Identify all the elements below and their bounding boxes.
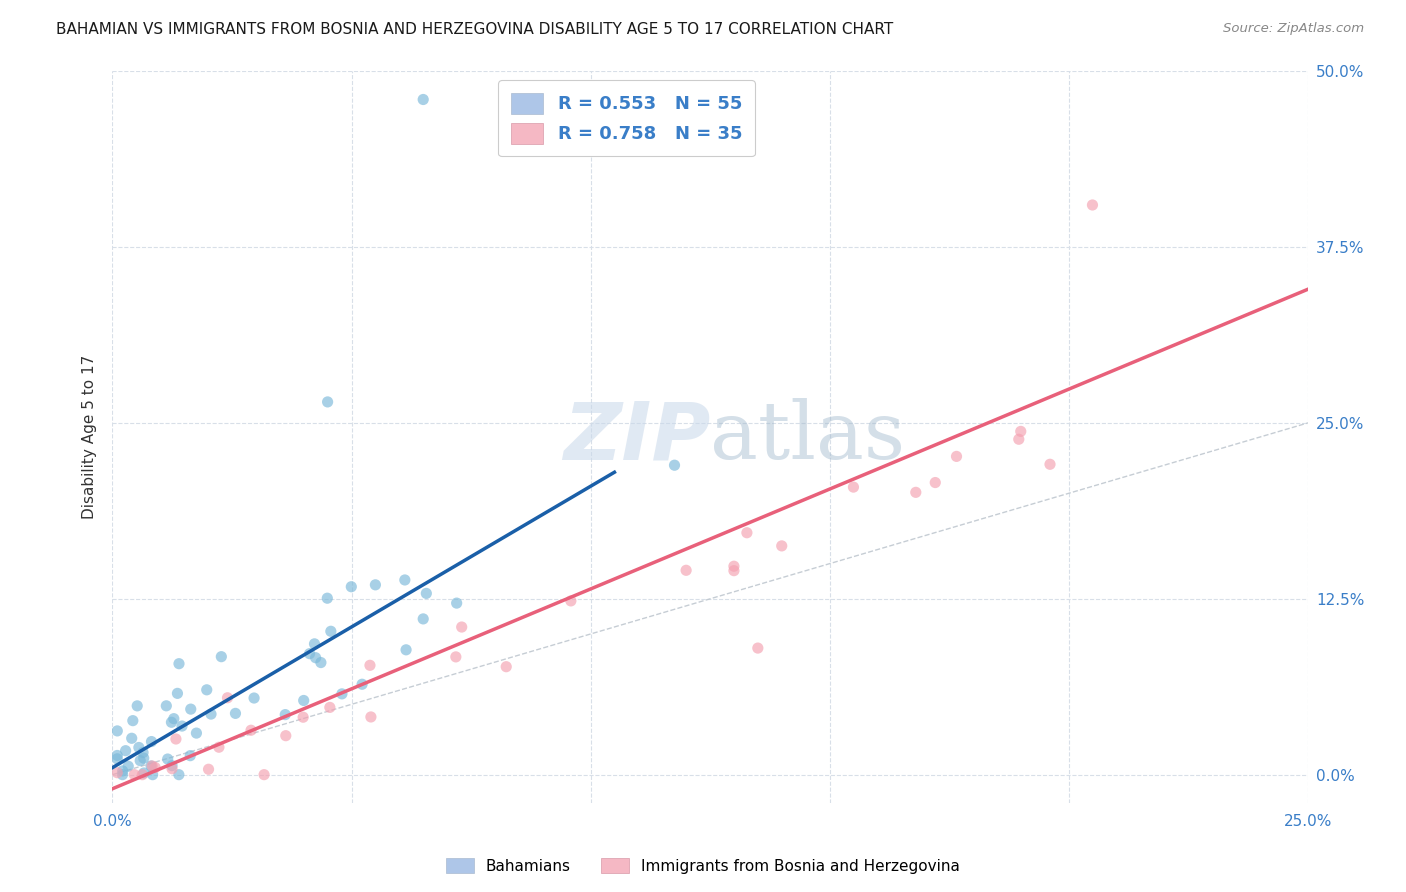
Point xyxy=(167,657,190,671)
Point xyxy=(131,767,153,781)
Point xyxy=(770,539,793,553)
Point xyxy=(1039,457,1062,471)
Point xyxy=(142,767,165,781)
Point xyxy=(304,637,326,651)
Point xyxy=(105,765,128,780)
Text: atlas: atlas xyxy=(710,398,905,476)
Point xyxy=(274,729,297,743)
Point xyxy=(155,698,177,713)
Point xyxy=(160,715,183,730)
Point xyxy=(180,702,202,716)
Point xyxy=(340,580,363,594)
Point xyxy=(160,762,183,776)
Text: BAHAMIAN VS IMMIGRANTS FROM BOSNIA AND HERZEGOVINA DISABILITY AGE 5 TO 17 CORREL: BAHAMIAN VS IMMIGRANTS FROM BOSNIA AND H… xyxy=(56,22,893,37)
Legend: R = 0.553   N = 55, R = 0.758   N = 35: R = 0.553 N = 55, R = 0.758 N = 35 xyxy=(498,80,755,156)
Point xyxy=(141,759,163,773)
Point xyxy=(163,712,186,726)
Point xyxy=(723,564,745,578)
Point xyxy=(105,748,128,763)
Point xyxy=(160,758,183,772)
Point xyxy=(165,731,187,746)
Point xyxy=(352,677,374,691)
Point xyxy=(139,759,162,773)
Point xyxy=(132,746,155,760)
Point xyxy=(129,754,152,768)
Point xyxy=(253,767,276,781)
Point xyxy=(292,710,315,724)
Y-axis label: Disability Age 5 to 17: Disability Age 5 to 17 xyxy=(82,355,97,519)
Point xyxy=(1008,432,1031,446)
Point xyxy=(415,586,437,600)
Point xyxy=(360,710,382,724)
Point xyxy=(114,744,136,758)
Point xyxy=(495,659,517,673)
Point xyxy=(197,762,219,776)
Point xyxy=(1081,198,1104,212)
Text: Source: ZipAtlas.com: Source: ZipAtlas.com xyxy=(1223,22,1364,36)
Point xyxy=(117,759,139,773)
Point xyxy=(316,591,339,606)
Point xyxy=(156,752,179,766)
Point xyxy=(319,700,342,714)
Point xyxy=(394,573,416,587)
Point xyxy=(359,658,381,673)
Point xyxy=(224,706,246,721)
Point xyxy=(186,726,208,740)
Point xyxy=(945,450,967,464)
Point xyxy=(121,731,143,746)
Point xyxy=(105,752,128,766)
Point xyxy=(132,751,155,765)
Point xyxy=(127,698,149,713)
Point xyxy=(309,656,332,670)
Point xyxy=(128,740,150,755)
Point xyxy=(304,650,326,665)
Point xyxy=(723,559,745,574)
Point xyxy=(166,686,188,700)
Point xyxy=(179,748,201,763)
Point xyxy=(364,578,387,592)
Point xyxy=(1010,425,1032,439)
Point xyxy=(412,612,434,626)
Point xyxy=(121,714,143,728)
Point xyxy=(243,691,266,706)
Point xyxy=(167,767,190,781)
Legend: Bahamians, Immigrants from Bosnia and Herzegovina: Bahamians, Immigrants from Bosnia and He… xyxy=(440,852,966,880)
Point xyxy=(132,766,155,780)
Point xyxy=(319,624,342,639)
Point xyxy=(904,485,927,500)
Point xyxy=(209,649,232,664)
Point xyxy=(395,642,418,657)
Point xyxy=(675,563,697,577)
Point xyxy=(747,641,769,656)
Point xyxy=(842,480,865,494)
Point xyxy=(170,719,193,733)
Point xyxy=(450,620,472,634)
Point xyxy=(217,690,239,705)
Point xyxy=(444,649,467,664)
Point xyxy=(924,475,946,490)
Point xyxy=(735,525,758,540)
Point xyxy=(240,723,263,738)
Point xyxy=(446,596,468,610)
Point xyxy=(200,707,222,722)
Point xyxy=(105,723,128,738)
Point xyxy=(143,760,166,774)
Point xyxy=(111,767,134,781)
Point xyxy=(111,764,134,778)
Point xyxy=(298,647,321,661)
Point xyxy=(208,740,231,755)
Point xyxy=(664,458,686,473)
Point xyxy=(560,594,582,608)
Point xyxy=(412,93,434,107)
Point xyxy=(330,687,353,701)
Point xyxy=(141,734,163,748)
Point xyxy=(274,707,297,722)
Point xyxy=(195,682,218,697)
Point xyxy=(124,767,146,781)
Point xyxy=(292,693,315,707)
Text: ZIP: ZIP xyxy=(562,398,710,476)
Point xyxy=(316,395,339,409)
